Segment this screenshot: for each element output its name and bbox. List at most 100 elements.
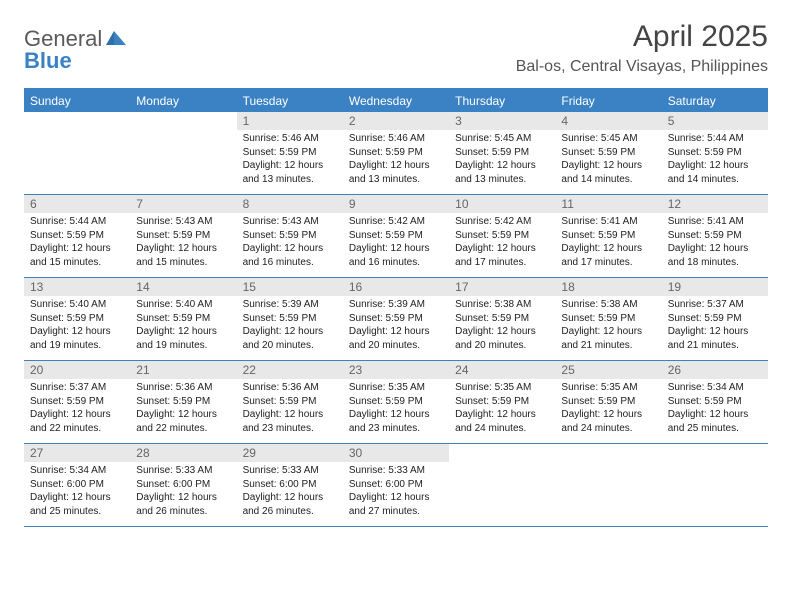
- sunrise-text: Sunrise: 5:35 AM: [561, 381, 655, 395]
- sunset-text: Sunset: 6:00 PM: [349, 478, 443, 492]
- daylight-text-2: and 13 minutes.: [455, 173, 549, 187]
- calendar-week: 20Sunrise: 5:37 AMSunset: 5:59 PMDayligh…: [24, 361, 768, 444]
- day-details: Sunrise: 5:40 AMSunset: 5:59 PMDaylight:…: [130, 296, 236, 356]
- day-number: 13: [24, 278, 130, 296]
- sunset-text: Sunset: 5:59 PM: [455, 146, 549, 160]
- daylight-text-1: Daylight: 12 hours: [243, 325, 337, 339]
- sunrise-text: Sunrise: 5:42 AM: [349, 215, 443, 229]
- sunrise-text: Sunrise: 5:36 AM: [243, 381, 337, 395]
- daylight-text-2: and 16 minutes.: [349, 256, 443, 270]
- sunset-text: Sunset: 5:59 PM: [349, 395, 443, 409]
- day-number: 15: [237, 278, 343, 296]
- daylight-text-1: Daylight: 12 hours: [136, 491, 230, 505]
- calendar-cell: [130, 112, 236, 194]
- sunset-text: Sunset: 5:59 PM: [136, 395, 230, 409]
- daylight-text-1: Daylight: 12 hours: [349, 325, 443, 339]
- title-block: April 2025 Bal-os, Central Visayas, Phil…: [516, 20, 768, 76]
- sunrise-text: Sunrise: 5:35 AM: [455, 381, 549, 395]
- day-number: 4: [555, 112, 661, 130]
- sunrise-text: Sunrise: 5:33 AM: [243, 464, 337, 478]
- daylight-text-1: Daylight: 12 hours: [455, 408, 549, 422]
- calendar-cell: 16Sunrise: 5:39 AMSunset: 5:59 PMDayligh…: [343, 278, 449, 360]
- calendar-week: 13Sunrise: 5:40 AMSunset: 5:59 PMDayligh…: [24, 278, 768, 361]
- sunrise-text: Sunrise: 5:46 AM: [243, 132, 337, 146]
- day-number: 2: [343, 112, 449, 130]
- sunset-text: Sunset: 5:59 PM: [30, 395, 124, 409]
- day-number: 5: [662, 112, 768, 130]
- day-number: 9: [343, 195, 449, 213]
- daylight-text-1: Daylight: 12 hours: [349, 408, 443, 422]
- daylight-text-1: Daylight: 12 hours: [136, 325, 230, 339]
- day-details: Sunrise: 5:33 AMSunset: 6:00 PMDaylight:…: [130, 462, 236, 522]
- sunrise-text: Sunrise: 5:41 AM: [561, 215, 655, 229]
- daylight-text-1: Daylight: 12 hours: [243, 159, 337, 173]
- daylight-text-2: and 22 minutes.: [30, 422, 124, 436]
- day-number: 3: [449, 112, 555, 130]
- sunrise-text: Sunrise: 5:40 AM: [136, 298, 230, 312]
- sunset-text: Sunset: 5:59 PM: [561, 312, 655, 326]
- dayname-tuesday: Tuesday: [237, 90, 343, 112]
- daylight-text-2: and 17 minutes.: [561, 256, 655, 270]
- day-number: 19: [662, 278, 768, 296]
- daylight-text-1: Daylight: 12 hours: [349, 159, 443, 173]
- dayname-wednesday: Wednesday: [343, 90, 449, 112]
- day-number: 1: [237, 112, 343, 130]
- calendar-cell: [24, 112, 130, 194]
- daylight-text-1: Daylight: 12 hours: [243, 408, 337, 422]
- daylight-text-1: Daylight: 12 hours: [455, 242, 549, 256]
- day-details: Sunrise: 5:36 AMSunset: 5:59 PMDaylight:…: [130, 379, 236, 439]
- calendar-cell: 22Sunrise: 5:36 AMSunset: 5:59 PMDayligh…: [237, 361, 343, 443]
- dayname-saturday: Saturday: [662, 90, 768, 112]
- dayname-sunday: Sunday: [24, 90, 130, 112]
- day-details: Sunrise: 5:43 AMSunset: 5:59 PMDaylight:…: [130, 213, 236, 273]
- day-details: Sunrise: 5:43 AMSunset: 5:59 PMDaylight:…: [237, 213, 343, 273]
- day-number: 14: [130, 278, 236, 296]
- sunrise-text: Sunrise: 5:35 AM: [349, 381, 443, 395]
- calendar-cell: 11Sunrise: 5:41 AMSunset: 5:59 PMDayligh…: [555, 195, 661, 277]
- calendar-cell: 1Sunrise: 5:46 AMSunset: 5:59 PMDaylight…: [237, 112, 343, 194]
- calendar-cell: 6Sunrise: 5:44 AMSunset: 5:59 PMDaylight…: [24, 195, 130, 277]
- daylight-text-2: and 19 minutes.: [136, 339, 230, 353]
- daylight-text-1: Daylight: 12 hours: [136, 242, 230, 256]
- sunrise-text: Sunrise: 5:34 AM: [668, 381, 762, 395]
- dayname-row: Sunday Monday Tuesday Wednesday Thursday…: [24, 90, 768, 112]
- daylight-text-2: and 25 minutes.: [668, 422, 762, 436]
- daylight-text-1: Daylight: 12 hours: [668, 325, 762, 339]
- sunset-text: Sunset: 5:59 PM: [243, 312, 337, 326]
- daylight-text-1: Daylight: 12 hours: [668, 408, 762, 422]
- sunrise-text: Sunrise: 5:42 AM: [455, 215, 549, 229]
- daylight-text-1: Daylight: 12 hours: [30, 491, 124, 505]
- daylight-text-1: Daylight: 12 hours: [136, 408, 230, 422]
- calendar-cell: 9Sunrise: 5:42 AMSunset: 5:59 PMDaylight…: [343, 195, 449, 277]
- daylight-text-1: Daylight: 12 hours: [561, 159, 655, 173]
- day-number: 24: [449, 361, 555, 379]
- daylight-text-2: and 17 minutes.: [455, 256, 549, 270]
- daylight-text-1: Daylight: 12 hours: [561, 325, 655, 339]
- sunset-text: Sunset: 5:59 PM: [136, 312, 230, 326]
- calendar-cell: 21Sunrise: 5:36 AMSunset: 5:59 PMDayligh…: [130, 361, 236, 443]
- daylight-text-1: Daylight: 12 hours: [668, 242, 762, 256]
- sunrise-text: Sunrise: 5:33 AM: [136, 464, 230, 478]
- sunrise-text: Sunrise: 5:39 AM: [243, 298, 337, 312]
- sunset-text: Sunset: 5:59 PM: [349, 312, 443, 326]
- day-details: Sunrise: 5:36 AMSunset: 5:59 PMDaylight:…: [237, 379, 343, 439]
- day-details: Sunrise: 5:42 AMSunset: 5:59 PMDaylight:…: [343, 213, 449, 273]
- calendar-cell: 20Sunrise: 5:37 AMSunset: 5:59 PMDayligh…: [24, 361, 130, 443]
- sunset-text: Sunset: 5:59 PM: [30, 229, 124, 243]
- daylight-text-2: and 13 minutes.: [349, 173, 443, 187]
- daylight-text-2: and 14 minutes.: [561, 173, 655, 187]
- brand-logo: General: [24, 28, 130, 50]
- sunset-text: Sunset: 6:00 PM: [243, 478, 337, 492]
- sunset-text: Sunset: 5:59 PM: [668, 229, 762, 243]
- day-number: 11: [555, 195, 661, 213]
- daylight-text-1: Daylight: 12 hours: [243, 242, 337, 256]
- calendar-cell: 24Sunrise: 5:35 AMSunset: 5:59 PMDayligh…: [449, 361, 555, 443]
- daylight-text-1: Daylight: 12 hours: [30, 325, 124, 339]
- day-number: 28: [130, 444, 236, 462]
- sunset-text: Sunset: 5:59 PM: [668, 312, 762, 326]
- day-details: Sunrise: 5:39 AMSunset: 5:59 PMDaylight:…: [343, 296, 449, 356]
- location-text: Bal-os, Central Visayas, Philippines: [516, 58, 768, 76]
- sunset-text: Sunset: 6:00 PM: [136, 478, 230, 492]
- sunrise-text: Sunrise: 5:45 AM: [561, 132, 655, 146]
- calendar-cell: 2Sunrise: 5:46 AMSunset: 5:59 PMDaylight…: [343, 112, 449, 194]
